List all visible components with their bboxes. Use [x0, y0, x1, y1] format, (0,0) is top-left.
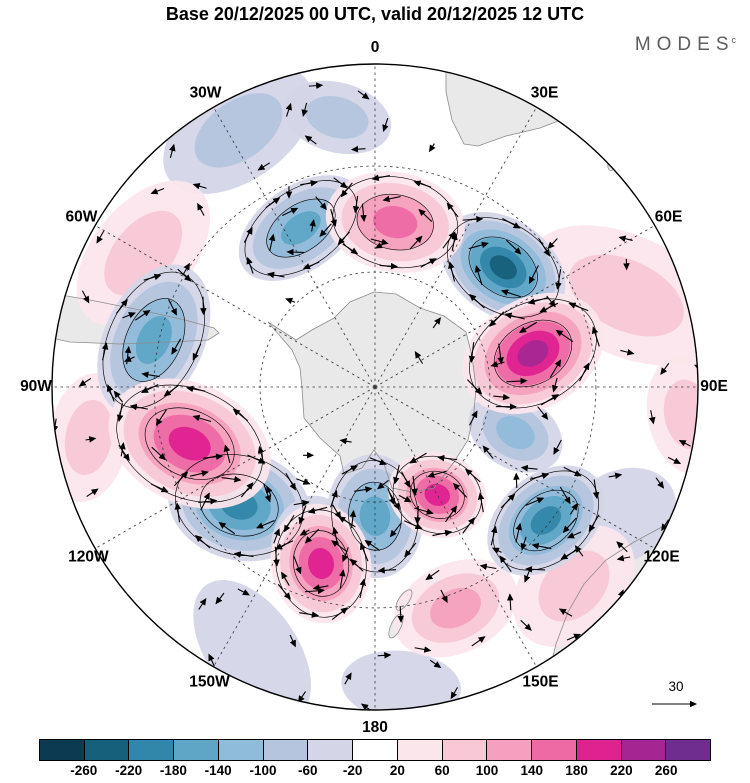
graticule	[52, 64, 698, 710]
colorbar	[39, 739, 711, 761]
map-border-circle	[51, 63, 699, 711]
modes-logo-text: MODES	[634, 34, 735, 55]
modes-logo-mark: c	[731, 34, 737, 45]
coastline	[52, 64, 698, 710]
lon-label: 90W	[20, 378, 52, 395]
colorbar-tick-label: 140	[520, 763, 544, 778]
polar-map-canvas: 0 30E 60E 90E 120E 150E 180 150W 120W 90W 60W 30W 30	[20, 39, 728, 735]
colorbar-cell	[218, 740, 264, 760]
lon-label: 90E	[700, 378, 728, 395]
colorbar-cell	[487, 740, 533, 760]
colorbar-cell	[353, 740, 398, 760]
lon-label: 30W	[190, 84, 222, 101]
colorbar-cell	[532, 740, 577, 760]
colorbar-cell	[576, 740, 622, 760]
lon-label: 150W	[189, 673, 230, 690]
lon-label: 0	[371, 39, 380, 56]
colorbar-tick-label: 260	[654, 763, 678, 778]
colorbar-cell	[263, 740, 309, 760]
wind-vectors	[52, 71, 698, 710]
colorbar-cell	[129, 740, 175, 760]
colorbar-tick-label: 180	[565, 763, 588, 778]
colorbar-cell	[666, 740, 711, 760]
colorbar-tick-label: -20	[342, 763, 363, 778]
modes-logo: MODESc	[635, 34, 736, 56]
vector-scale: 30	[652, 679, 698, 708]
colorbar-cell	[397, 740, 443, 760]
colorbar-cell	[40, 740, 85, 760]
colorbar-tick-label: -100	[249, 763, 277, 778]
lon-label: 60E	[655, 209, 683, 226]
colorbar-tick-label: 100	[475, 763, 499, 778]
colorbar-cell	[84, 740, 130, 760]
colorbar-tick-label: 20	[389, 763, 405, 778]
chart-title: Base 20/12/2025 00 UTC, valid 20/12/2025…	[165, 4, 585, 24]
lon-label: 180	[362, 719, 388, 735]
colorbar-labels: -260 -220 -180 -140 -100 -60 -20 20 60 100 140 180 2…	[39, 763, 711, 781]
colorbar-tick-label: -60	[298, 763, 318, 778]
colorbar-tick-label: -140	[204, 763, 232, 778]
vector-scale-label: 30	[668, 679, 683, 694]
colorbar-cell	[442, 740, 488, 760]
lon-label: 120E	[644, 549, 680, 566]
colorbar-cell	[308, 740, 354, 760]
colorbar-cell	[174, 740, 219, 760]
colorbar-tick-label: 220	[610, 763, 633, 778]
lon-label: 60W	[65, 209, 97, 226]
lon-label: 120W	[68, 549, 109, 566]
colorbar-tick-label: -180	[159, 763, 187, 778]
colorbar-tick-label: 60	[434, 763, 450, 778]
lon-label: 150E	[522, 673, 558, 690]
longitude-labels: 0 30E 60E 90E 120E 150E 180 150W 120W 90W 60W 30W	[20, 39, 728, 735]
colorbar-tick-label: -260	[70, 763, 98, 778]
lon-label: 30E	[531, 84, 559, 101]
colorbar-cell	[621, 740, 667, 760]
colorbar-tick-label: -220	[115, 763, 143, 778]
map-clipped-content	[52, 64, 698, 710]
